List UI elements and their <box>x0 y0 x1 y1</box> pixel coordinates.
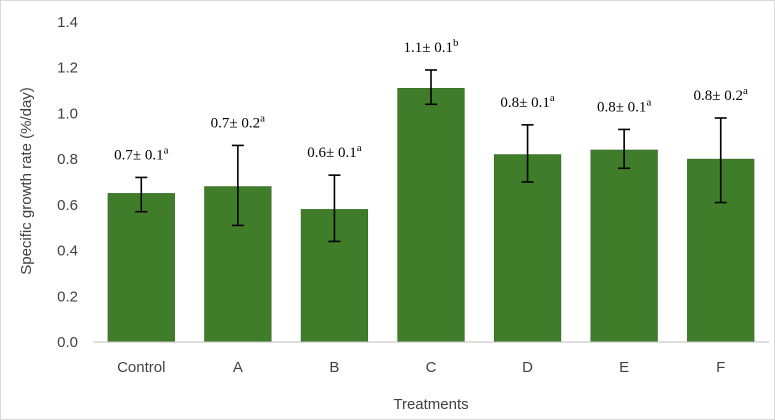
bar <box>590 149 658 343</box>
y-axis-title: Specific growth rate (%/day) <box>18 87 35 275</box>
y-tick-label: 0.2 <box>57 288 78 305</box>
bar <box>493 154 562 343</box>
y-tick-label: 0.0 <box>57 334 78 351</box>
x-tick-label: C <box>426 359 437 376</box>
x-tick-label: F <box>716 359 725 376</box>
y-tick-label: 1.2 <box>57 60 78 77</box>
x-tick-label: B <box>329 359 339 376</box>
x-tick-label: D <box>522 359 533 376</box>
y-tick-label: 0.4 <box>57 243 78 260</box>
error-bar <box>618 128 631 170</box>
x-tick-label: Control <box>117 359 165 376</box>
error-bar <box>328 174 341 243</box>
y-tick-label: 0.8 <box>57 151 78 168</box>
data-label: 0.8± 0.1a <box>500 92 554 111</box>
y-tick-label: 0.6 <box>57 197 78 214</box>
bar <box>107 193 175 343</box>
x-axis: Control A B C D E F <box>93 341 769 376</box>
data-label: 0.7± 0.1a <box>114 144 168 163</box>
data-label: 0.8± 0.1a <box>597 96 651 115</box>
error-bars <box>135 69 727 243</box>
error-bar <box>231 144 244 227</box>
x-axis-title: Treatments <box>393 396 468 413</box>
data-labels: 0.7± 0.1a 0.7± 0.2a 0.6± 0.1a 1.1± 0.1b 0.8±… <box>114 37 748 163</box>
data-label: 0.7± 0.2a <box>211 112 265 131</box>
y-axis: 0.0 0.2 0.4 0.6 0.8 1.0 1.2 1.4 <box>57 14 78 351</box>
data-label: 1.1± 0.1b <box>404 37 459 56</box>
x-tick-label: E <box>619 359 629 376</box>
error-bar <box>714 117 727 204</box>
y-tick-label: 1.0 <box>57 105 78 122</box>
y-tick-label: 1.4 <box>57 14 78 31</box>
error-bar <box>425 69 437 106</box>
data-label: 0.6± 0.1a <box>307 142 361 161</box>
error-bar <box>135 176 148 213</box>
error-bar <box>521 124 534 183</box>
bar <box>397 87 465 343</box>
data-label: 0.8± 0.2a <box>694 85 748 104</box>
x-tick-label: A <box>233 359 243 376</box>
bars <box>107 87 755 343</box>
